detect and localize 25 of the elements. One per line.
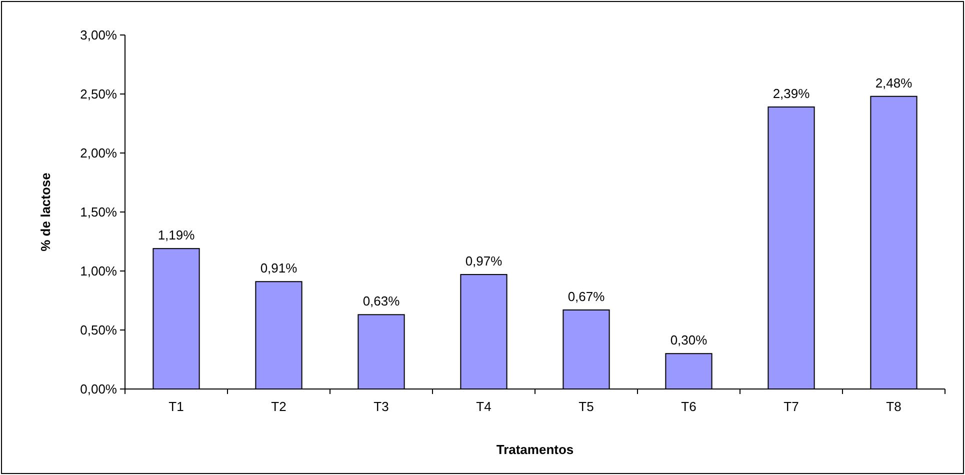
x-tick-label: T8 [886, 399, 902, 414]
data-label: 0,30% [670, 332, 708, 348]
x-tick-label: T3 [374, 399, 389, 414]
data-label: 2,39% [772, 86, 810, 101]
y-tick-label: 0,50% [80, 322, 118, 338]
y-axis-title: % de lactose [38, 172, 53, 252]
data-label: 1,19% [158, 228, 196, 243]
y-tick-label: 1,00% [80, 264, 118, 279]
y-tick-label: 2,50% [80, 86, 118, 102]
y-tick-label: 0,00% [80, 382, 118, 397]
data-label: 2,48% [875, 75, 913, 90]
data-label: 0,97% [465, 254, 503, 269]
x-tick-label: T6 [681, 399, 696, 414]
x-tick-label: T2 [271, 399, 286, 414]
x-tick-label: T1 [168, 399, 184, 414]
x-tick-label: T7 [784, 399, 799, 414]
y-tick-label: 2,00% [80, 146, 118, 161]
y-tick-label: 3,00% [80, 28, 118, 43]
x-tick-label: T4 [476, 399, 492, 414]
data-label: 0,63% [362, 294, 400, 309]
data-label: 0,67% [568, 288, 606, 304]
x-tick-label: T5 [578, 399, 594, 414]
y-tick-label: 1,50% [80, 204, 118, 220]
data-label: 0,91% [260, 260, 298, 276]
x-axis-title: Tratamentos [496, 442, 574, 457]
